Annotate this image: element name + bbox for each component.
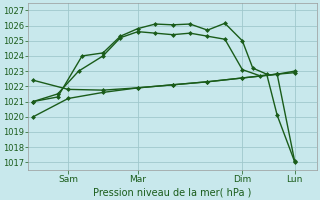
X-axis label: Pression niveau de la mer( hPa ): Pression niveau de la mer( hPa ) (93, 187, 252, 197)
